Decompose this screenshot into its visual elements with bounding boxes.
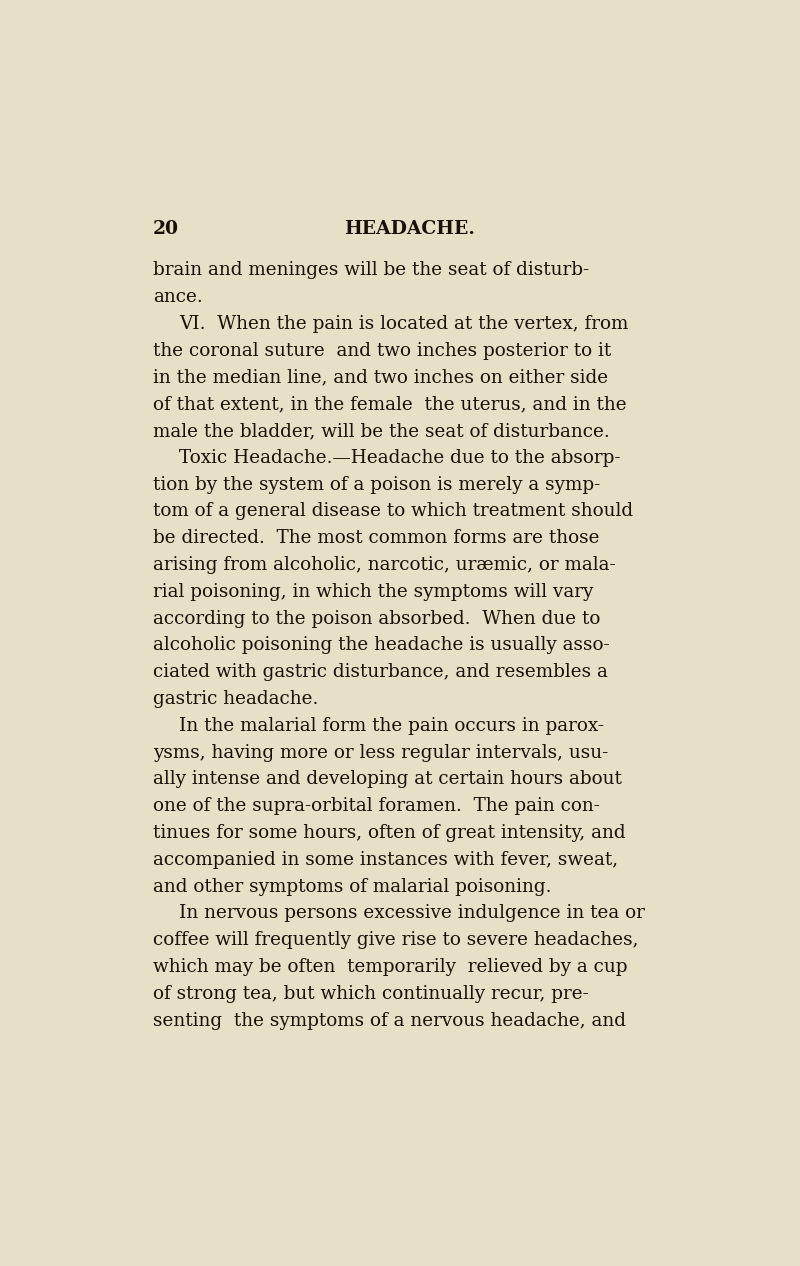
Text: Toxic Headache.—Headache due to the absorp-: Toxic Headache.—Headache due to the abso… <box>178 448 620 467</box>
Text: coffee will frequently give rise to severe headaches,: coffee will frequently give rise to seve… <box>153 932 638 950</box>
Text: according to the poison absorbed.  When due to: according to the poison absorbed. When d… <box>153 610 600 628</box>
Text: 20: 20 <box>153 220 178 238</box>
Text: male the bladder, will be the seat of disturbance.: male the bladder, will be the seat of di… <box>153 422 610 441</box>
Text: tinues for some hours, often of great intensity, and: tinues for some hours, often of great in… <box>153 824 626 842</box>
Text: ysms, having more or less regular intervals, usu-: ysms, having more or less regular interv… <box>153 743 608 762</box>
Text: brain and meninges will be the seat of disturb-: brain and meninges will be the seat of d… <box>153 261 589 279</box>
Text: ance.: ance. <box>153 287 202 306</box>
Text: rial poisoning, in which the symptoms will vary: rial poisoning, in which the symptoms wi… <box>153 582 593 601</box>
Text: in the median line, and two inches on either side: in the median line, and two inches on ei… <box>153 368 608 386</box>
Text: arising from alcoholic, narcotic, uræmic, or mala-: arising from alcoholic, narcotic, uræmic… <box>153 556 615 573</box>
Text: tion by the system of a poison is merely a symp-: tion by the system of a poison is merely… <box>153 476 600 494</box>
Text: of that extent, in the female  the uterus, and in the: of that extent, in the female the uterus… <box>153 395 626 413</box>
Text: In nervous persons excessive indulgence in tea or: In nervous persons excessive indulgence … <box>178 904 645 923</box>
Text: alcoholic poisoning the headache is usually asso-: alcoholic poisoning the headache is usua… <box>153 637 610 655</box>
Text: the coronal suture  and two inches posterior to it: the coronal suture and two inches poster… <box>153 342 611 360</box>
Text: HEADACHE.: HEADACHE. <box>345 220 475 238</box>
Text: tom of a general disease to which treatment should: tom of a general disease to which treatm… <box>153 503 633 520</box>
Text: of strong tea, but which continually recur, pre-: of strong tea, but which continually rec… <box>153 985 589 1003</box>
Text: accompanied in some instances with fever, sweat,: accompanied in some instances with fever… <box>153 851 618 868</box>
Text: one of the supra-orbital foramen.  The pain con-: one of the supra-orbital foramen. The pa… <box>153 798 599 815</box>
Text: ciated with gastric disturbance, and resembles a: ciated with gastric disturbance, and res… <box>153 663 607 681</box>
Text: which may be often  temporarily  relieved by a cup: which may be often temporarily relieved … <box>153 958 627 976</box>
Text: VI.  When the pain is located at the vertex, from: VI. When the pain is located at the vert… <box>178 315 628 333</box>
Text: gastric headache.: gastric headache. <box>153 690 318 708</box>
Text: be directed.  The most common forms are those: be directed. The most common forms are t… <box>153 529 599 547</box>
Text: senting  the symptoms of a nervous headache, and: senting the symptoms of a nervous headac… <box>153 1012 626 1029</box>
Text: and other symptoms of malarial poisoning.: and other symptoms of malarial poisoning… <box>153 877 551 895</box>
Text: In the malarial form the pain occurs in parox-: In the malarial form the pain occurs in … <box>178 717 604 734</box>
Text: ally intense and developing at certain hours about: ally intense and developing at certain h… <box>153 771 622 789</box>
